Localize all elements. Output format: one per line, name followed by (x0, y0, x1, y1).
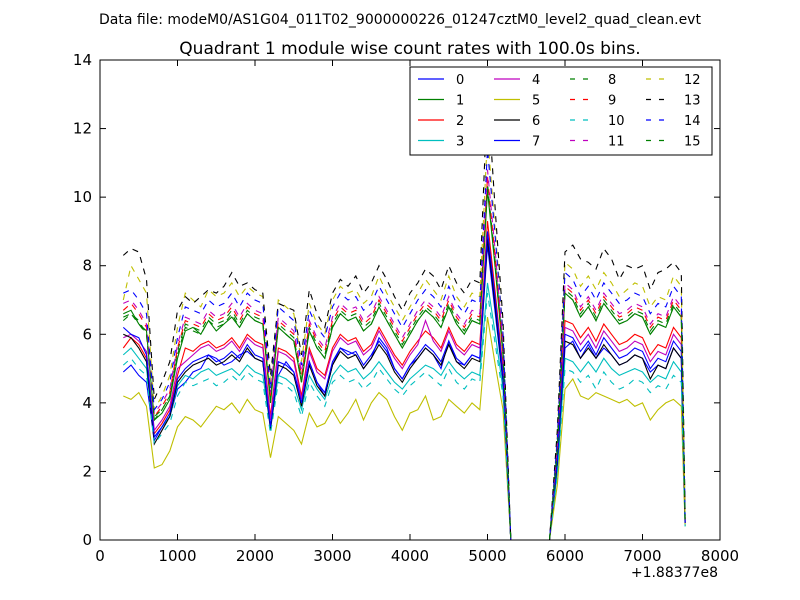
y-tick-label: 12 (73, 120, 92, 138)
legend-label-0: 0 (456, 73, 464, 88)
y-tick-label: 2 (82, 462, 92, 480)
series-line-11 (123, 169, 686, 541)
y-tick-label: 14 (73, 51, 92, 69)
legend-label-11: 11 (608, 135, 625, 150)
chart-suptitle: Data file: modeM0/AS1G04_011T02_90000002… (99, 12, 701, 28)
x-offset-label: +1.88377e8 (631, 565, 718, 581)
legend-label-13: 13 (684, 94, 701, 109)
series-line-2 (122, 221, 686, 541)
series-line-6 (123, 238, 686, 541)
series-line-7 (122, 231, 686, 541)
series-line-3 (122, 282, 686, 541)
series-line-14 (123, 149, 686, 541)
x-tick-label: 8000 (701, 547, 739, 565)
x-tick-label: 1000 (158, 547, 196, 565)
legend-label-2: 2 (456, 114, 464, 129)
x-tick-label: 4000 (391, 547, 429, 565)
series-line-8 (122, 183, 686, 541)
y-tick-label: 4 (82, 394, 92, 412)
legend-label-9: 9 (608, 94, 616, 109)
series-line-9 (122, 176, 686, 541)
legend-label-8: 8 (608, 73, 616, 88)
legend-label-1: 1 (456, 94, 464, 109)
y-tick-label: 10 (73, 188, 92, 206)
y-tick-label: 8 (82, 257, 92, 275)
legend-label-12: 12 (684, 73, 701, 88)
y-tick-label: 0 (82, 531, 92, 549)
x-tick-label: 3000 (313, 547, 351, 565)
legend-label-6: 6 (532, 114, 540, 129)
x-tick-label: 5000 (468, 547, 506, 565)
series-line-13 (122, 90, 686, 541)
x-tick-label: 7000 (623, 547, 661, 565)
legend-label-3: 3 (456, 135, 464, 150)
legend-label-10: 10 (608, 114, 625, 129)
x-tick-label: 0 (95, 547, 105, 565)
series-line-10 (122, 293, 686, 541)
axis-ticks: 0 1000 2000 3000 4000 5000 6000 7000 80000246810… (73, 51, 739, 565)
series-line-12 (122, 135, 686, 541)
series-layer (122, 90, 686, 541)
legend-label-15: 15 (684, 135, 701, 150)
chart-title: Quadrant 1 module wise count rates with … (179, 39, 640, 59)
x-tick-label: 6000 (546, 547, 584, 565)
series-line-4 (123, 231, 686, 541)
y-tick-label: 6 (82, 325, 92, 343)
legend-label-7: 7 (532, 135, 540, 150)
series-line-5 (123, 317, 686, 541)
legend-label-5: 5 (532, 94, 540, 109)
legend-label-14: 14 (684, 114, 701, 129)
legend-label-4: 4 (532, 73, 540, 88)
x-tick-label: 2000 (236, 547, 274, 565)
series-line-15 (123, 186, 686, 541)
